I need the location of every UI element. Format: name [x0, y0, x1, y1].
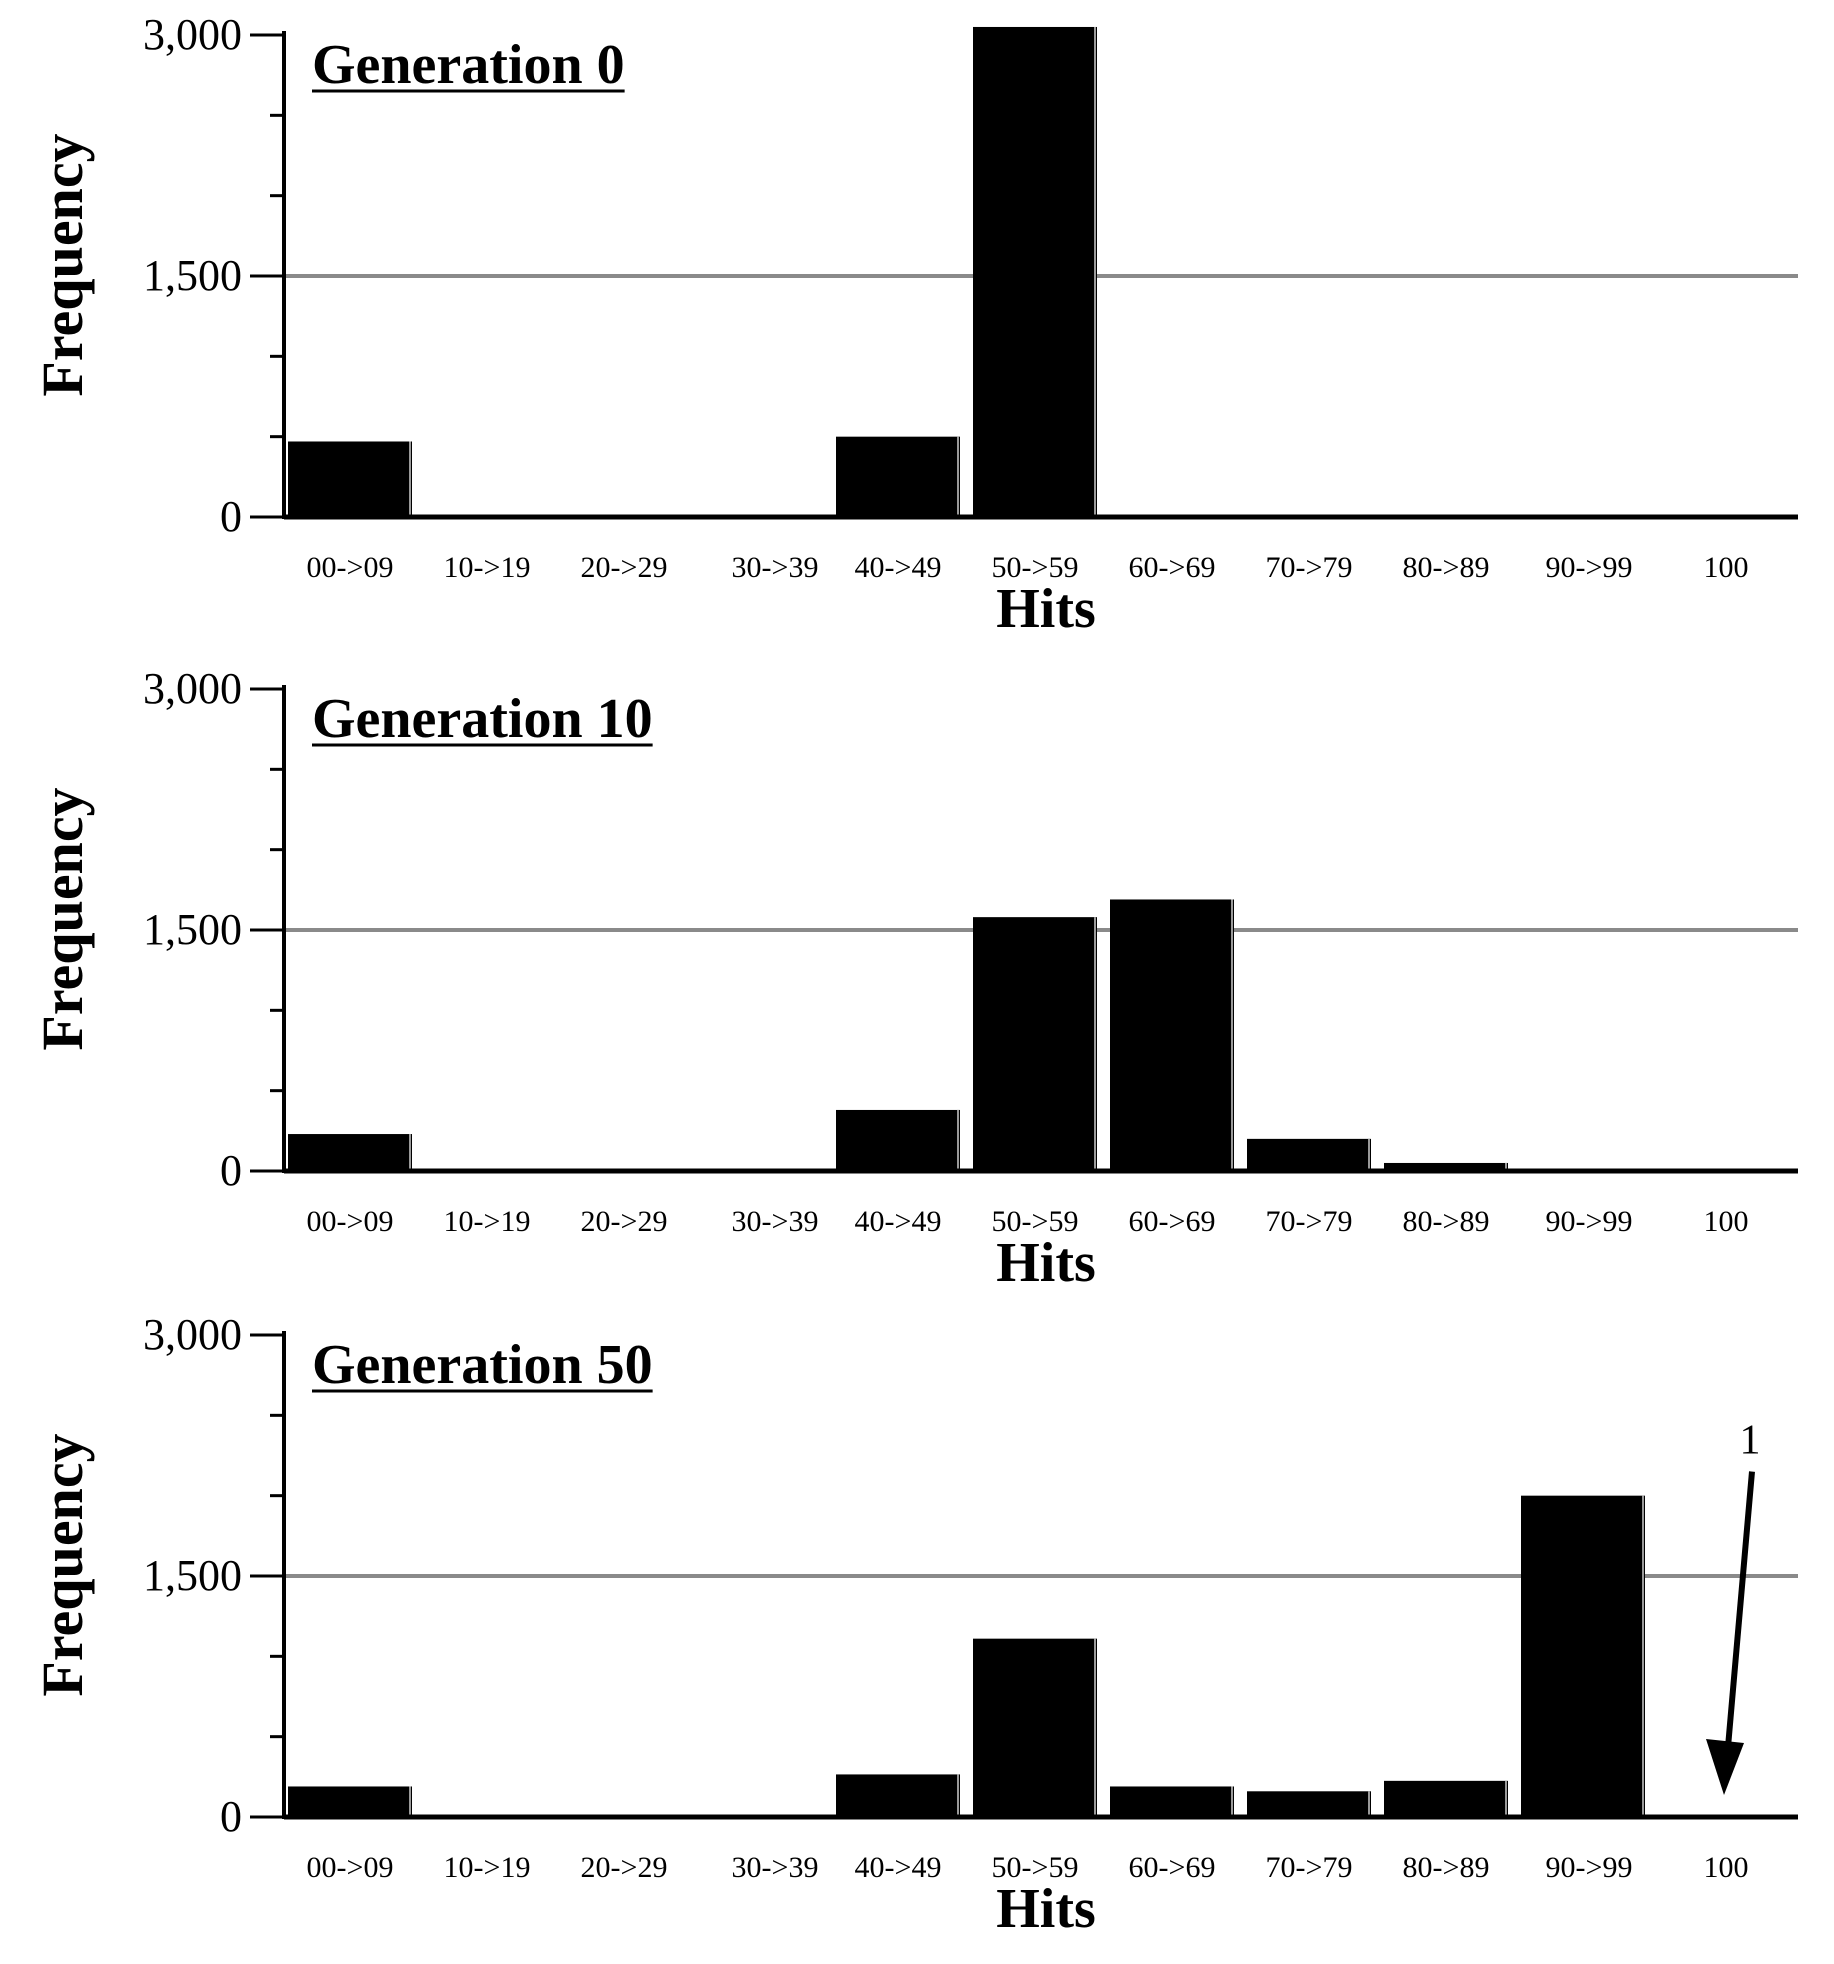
bar [288, 1134, 412, 1171]
x-category-label: 50->59 [992, 1851, 1079, 1884]
bar [1247, 1138, 1371, 1171]
x-category-label: 40->49 [855, 551, 942, 584]
x-category-label: 70->79 [1266, 1851, 1353, 1884]
x-category-label: 70->79 [1266, 1205, 1353, 1238]
x-category-label: 40->49 [855, 1851, 942, 1884]
bar [288, 441, 412, 517]
x-category-label: 10->19 [444, 551, 531, 584]
bar [288, 1786, 412, 1817]
chart-title: Generation 50 [312, 1334, 653, 1396]
bar [1384, 1780, 1508, 1817]
bar [1110, 899, 1234, 1171]
annotation-arrow-head [1706, 1739, 1744, 1795]
x-category-label: 50->59 [992, 551, 1079, 584]
chart-title: Generation 10 [312, 688, 653, 750]
x-category-label: 20->29 [581, 551, 668, 584]
bar [1384, 1162, 1508, 1171]
x-category-label: 80->89 [1403, 551, 1490, 584]
x-category-label: 90->99 [1546, 1851, 1633, 1884]
chart-title: Generation 0 [312, 34, 625, 96]
bar [836, 436, 960, 517]
x-category-label: 30->39 [732, 1205, 819, 1238]
bar [1521, 1495, 1645, 1817]
y-tick-label: 1,500 [143, 251, 242, 300]
bar [973, 1638, 1097, 1817]
x-category-label: 30->39 [732, 1851, 819, 1884]
bar [836, 1109, 960, 1171]
x-category-label: 80->89 [1403, 1851, 1490, 1884]
y-axis-title: Frequency [30, 1433, 95, 1696]
x-category-label: 100 [1704, 1851, 1749, 1884]
y-axis-title: Frequency [30, 133, 95, 396]
chart-panel-0: 0 1,500 3,000 00->09 10->19 20->29 30->39 40->4… [30, 10, 1798, 640]
x-axis-title: Hits [996, 1232, 1096, 1294]
x-category-label: 50->59 [992, 1205, 1079, 1238]
x-axis-title: Hits [996, 1878, 1096, 1940]
bar [1247, 1791, 1371, 1817]
chart-panel-2: 0 1,500 3,000 00->09 10->19 20->29 30->39 40->4… [30, 1310, 1798, 1940]
x-category-label: 70->79 [1266, 551, 1353, 584]
x-category-label: 20->29 [581, 1851, 668, 1884]
bar [973, 917, 1097, 1171]
y-tick-label: 0 [220, 1792, 242, 1841]
x-category-label: 90->99 [1546, 551, 1633, 584]
x-category-label: 90->99 [1546, 1205, 1633, 1238]
x-category-label: 40->49 [855, 1205, 942, 1238]
x-category-label: 00->09 [307, 1205, 394, 1238]
y-tick-label: 3,000 [143, 664, 242, 713]
x-axis-title: Hits [996, 578, 1096, 640]
y-tick-label: 3,000 [143, 10, 242, 59]
bar [836, 1774, 960, 1817]
y-axis-title: Frequency [30, 787, 95, 1050]
x-category-label: 10->19 [444, 1851, 531, 1884]
x-category-label: 60->69 [1129, 1205, 1216, 1238]
y-tick-label: 0 [220, 492, 242, 541]
bar [973, 26, 1097, 517]
x-category-label: 00->09 [307, 1851, 394, 1884]
y-tick-label: 0 [220, 1146, 242, 1195]
chart-panel-1: 0 1,500 3,000 00->09 10->19 20->29 30->39 40->4… [30, 664, 1798, 1294]
x-category-label: 10->19 [444, 1205, 531, 1238]
y-tick-label: 1,500 [143, 1551, 242, 1600]
x-category-label: 00->09 [307, 551, 394, 584]
x-category-label: 100 [1704, 1205, 1749, 1238]
x-category-label: 100 [1704, 551, 1749, 584]
x-category-label: 60->69 [1129, 551, 1216, 584]
x-category-label: 80->89 [1403, 1205, 1490, 1238]
annotation-arrow-shaft [1725, 1471, 1755, 1748]
x-category-label: 30->39 [732, 551, 819, 584]
y-tick-label: 1,500 [143, 905, 242, 954]
x-category-label: 60->69 [1129, 1851, 1216, 1884]
annotation-label: 1 [1740, 1418, 1761, 1464]
y-tick-label: 3,000 [143, 1310, 242, 1359]
bar [1110, 1786, 1234, 1817]
x-category-label: 20->29 [581, 1205, 668, 1238]
